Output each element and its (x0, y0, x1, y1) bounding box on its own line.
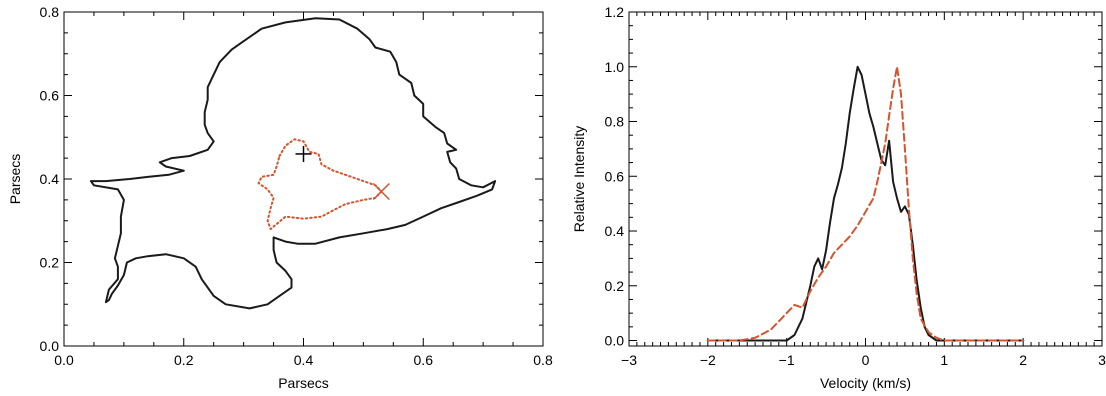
right-x-tick-label: 2 (1019, 352, 1027, 368)
left-series-solid-line (89, 17, 497, 310)
left-y-tick-label: 0.4 (40, 171, 60, 187)
left-series-dotted-line (257, 138, 383, 231)
left-x-tick-label: 0.6 (414, 352, 434, 368)
right-y-tick-label: 1.0 (605, 59, 625, 75)
left-y-tick-label: 0.8 (40, 4, 60, 20)
left-plot-data (89, 17, 497, 310)
left-x-tick-label: 0.8 (533, 352, 553, 368)
left-x-axis-title: Parsecs (278, 375, 329, 391)
right-y-tick-label: 0.8 (605, 114, 625, 130)
right-plot-data (706, 65, 1025, 342)
right-x-tick-label: −3 (621, 352, 637, 368)
right-y-tick-label: 0.2 (605, 278, 625, 294)
right-x-tick-label: −1 (779, 352, 795, 368)
right-y-axis-title: Relative Intensity (571, 126, 587, 233)
left-x-tick-label: 0.4 (294, 352, 314, 368)
cross-marker (372, 182, 390, 201)
right-axis-ticks: −3 −2 −1 0 1 2 3 0.0 0.2 0.4 0.6 0.8 1.0 1.2 (605, 4, 1106, 368)
plus-marker (295, 145, 312, 162)
right-series-solid-line (706, 65, 1025, 342)
right-plot-frame (628, 11, 1103, 347)
left-x-tick-label: 0.2 (174, 352, 194, 368)
right-x-tick-label: 3 (1098, 352, 1106, 368)
contour-map-panel: 0.0 0.2 0.4 0.6 0.8 0.0 0.2 0.4 0.6 0.8 Parsecs P… (7, 4, 553, 391)
left-x-tick-label: 0.0 (54, 352, 74, 368)
right-x-tick-label: 1 (940, 352, 948, 368)
right-series-dashed-line (706, 65, 1025, 342)
left-y-axis-title: Parsecs (7, 154, 23, 205)
right-x-axis-title: Velocity (km/s) (820, 375, 911, 391)
right-y-tick-label: 0.0 (605, 333, 625, 349)
right-y-tick-label: 0.4 (605, 223, 625, 239)
left-axis-ticks: 0.0 0.2 0.4 0.6 0.8 0.0 0.2 0.4 0.6 0.8 (40, 4, 553, 368)
left-y-tick-label: 0.2 (40, 255, 60, 271)
left-y-tick-label: 0.0 (40, 338, 60, 354)
right-y-tick-label: 1.2 (605, 4, 625, 20)
right-y-tick-label: 0.6 (605, 168, 625, 184)
left-y-tick-label: 0.6 (40, 88, 60, 104)
right-x-tick-label: −2 (700, 352, 716, 368)
right-x-tick-label: 0 (862, 352, 870, 368)
velocity-profile-panel: −3 −2 −1 0 1 2 3 0.0 0.2 0.4 0.6 0.8 1.0 1.2 Velocity… (571, 4, 1106, 391)
